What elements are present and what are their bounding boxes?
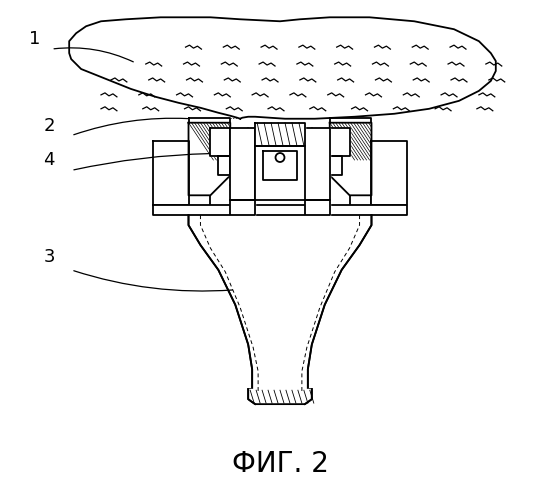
Polygon shape — [189, 123, 230, 195]
Polygon shape — [330, 118, 371, 123]
Text: ФИГ. 2: ФИГ. 2 — [232, 450, 328, 478]
Polygon shape — [211, 128, 230, 156]
Polygon shape — [330, 128, 349, 156]
Polygon shape — [330, 156, 342, 176]
Text: 2: 2 — [43, 117, 55, 135]
Polygon shape — [189, 215, 371, 394]
Text: 3: 3 — [43, 248, 55, 266]
Polygon shape — [371, 141, 407, 205]
Polygon shape — [305, 128, 330, 200]
Polygon shape — [153, 141, 189, 205]
Polygon shape — [305, 200, 330, 215]
Polygon shape — [248, 389, 312, 404]
Polygon shape — [263, 151, 297, 180]
Polygon shape — [330, 123, 371, 195]
Text: 4: 4 — [43, 152, 55, 170]
Polygon shape — [255, 123, 305, 146]
Polygon shape — [230, 200, 255, 215]
Polygon shape — [189, 118, 230, 123]
Polygon shape — [255, 146, 305, 200]
Polygon shape — [218, 156, 230, 176]
Polygon shape — [69, 17, 496, 119]
Polygon shape — [153, 205, 407, 215]
Text: 1: 1 — [30, 30, 41, 48]
Polygon shape — [230, 128, 255, 200]
